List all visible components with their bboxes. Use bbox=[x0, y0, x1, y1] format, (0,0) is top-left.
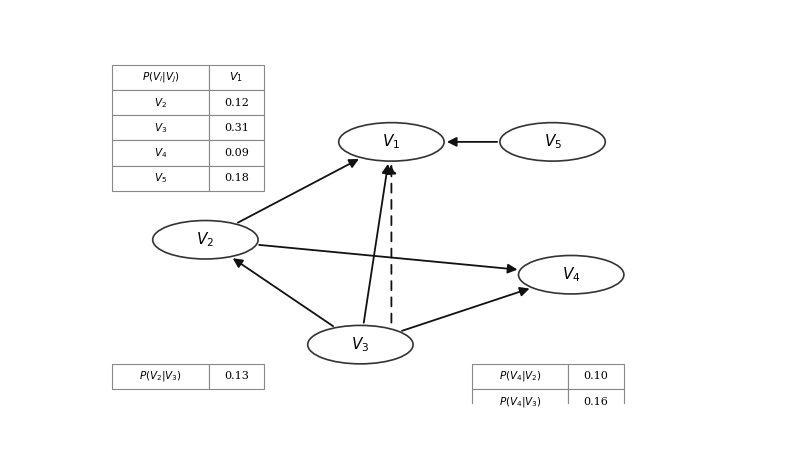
Text: $V_4$: $V_4$ bbox=[154, 146, 167, 160]
Text: $V_5$: $V_5$ bbox=[543, 133, 562, 151]
Bar bbox=[112, 90, 209, 115]
Bar bbox=[209, 90, 264, 115]
Bar bbox=[209, 65, 264, 90]
Text: 0.09: 0.09 bbox=[224, 148, 249, 158]
Bar bbox=[568, 389, 624, 414]
Text: $V_5$: $V_5$ bbox=[154, 171, 167, 185]
Text: 0.18: 0.18 bbox=[224, 173, 249, 183]
Text: $P(V_4|V_3)$: $P(V_4|V_3)$ bbox=[498, 395, 542, 409]
Text: 0.10: 0.10 bbox=[583, 371, 609, 381]
Bar bbox=[472, 389, 568, 414]
Ellipse shape bbox=[308, 326, 413, 364]
Text: $P(V_i|V_j)$: $P(V_i|V_j)$ bbox=[142, 70, 179, 85]
Ellipse shape bbox=[500, 123, 606, 161]
Text: 0.13: 0.13 bbox=[224, 371, 249, 381]
Text: $P(V_2|V_3)$: $P(V_2|V_3)$ bbox=[139, 370, 182, 384]
Text: $V_2$: $V_2$ bbox=[154, 96, 167, 109]
Bar bbox=[209, 140, 264, 166]
Bar bbox=[112, 166, 209, 191]
Text: 0.16: 0.16 bbox=[583, 397, 609, 407]
Text: $V_3$: $V_3$ bbox=[154, 121, 167, 135]
Ellipse shape bbox=[338, 123, 444, 161]
Bar bbox=[112, 364, 209, 389]
Bar bbox=[112, 65, 209, 90]
Bar bbox=[472, 364, 568, 389]
Text: $V_3$: $V_3$ bbox=[351, 336, 370, 354]
Bar bbox=[209, 115, 264, 140]
Bar bbox=[112, 140, 209, 166]
Ellipse shape bbox=[153, 221, 258, 259]
Text: $V_4$: $V_4$ bbox=[562, 266, 581, 284]
Bar bbox=[209, 166, 264, 191]
Text: $V_1$: $V_1$ bbox=[230, 71, 243, 84]
Text: $P(V_4|V_2)$: $P(V_4|V_2)$ bbox=[498, 370, 542, 384]
Bar bbox=[112, 115, 209, 140]
Text: 0.31: 0.31 bbox=[224, 123, 249, 133]
Bar bbox=[568, 364, 624, 389]
Text: $V_2$: $V_2$ bbox=[196, 231, 214, 249]
Bar bbox=[209, 364, 264, 389]
Text: $V_1$: $V_1$ bbox=[382, 133, 401, 151]
Ellipse shape bbox=[518, 256, 624, 294]
Text: 0.12: 0.12 bbox=[224, 98, 249, 108]
